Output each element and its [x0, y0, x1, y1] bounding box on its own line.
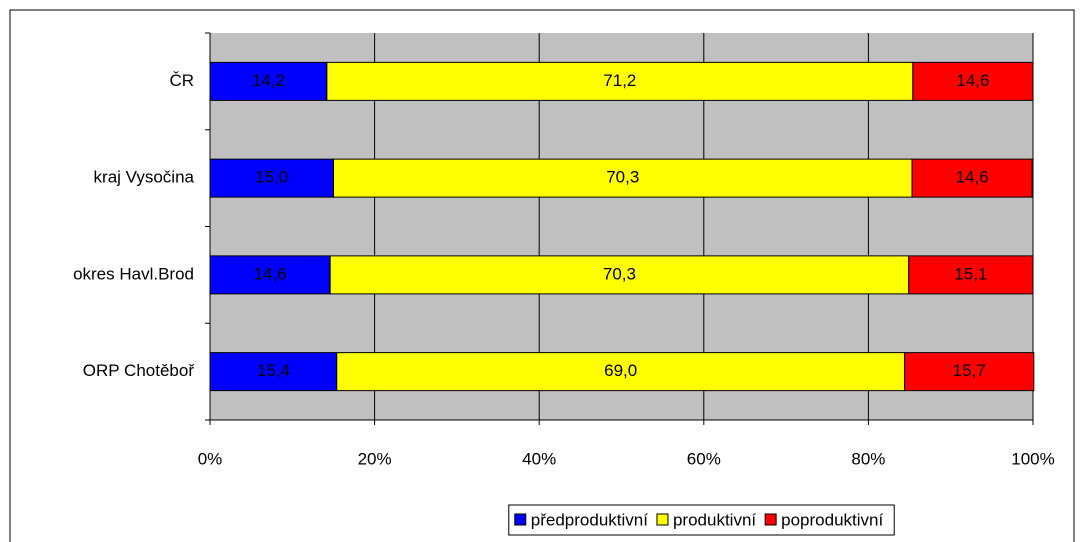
- y-tick-label: kraj Vysočina: [94, 168, 195, 187]
- x-tick-label: 60%: [687, 449, 721, 468]
- bar-segment: [329, 255, 910, 295]
- y-tick-label: okres Havl.Brod: [73, 264, 194, 283]
- bar-segment: [332, 158, 913, 198]
- x-tick-label: 100%: [1011, 449, 1054, 468]
- legend-label: předproduktivní: [531, 510, 648, 529]
- x-tick-label: 0%: [198, 449, 223, 468]
- x-tick-label: 20%: [358, 449, 392, 468]
- data-label: 15,4: [257, 361, 290, 380]
- data-label: 15,1: [954, 264, 987, 283]
- x-tick-label: 80%: [851, 449, 885, 468]
- data-label: 14,2: [252, 71, 285, 90]
- data-label: 70,3: [606, 168, 639, 187]
- data-label: 71,2: [603, 71, 636, 90]
- bar-segment: [911, 158, 1033, 198]
- data-label: 15,0: [255, 168, 288, 187]
- data-label: 14,6: [956, 168, 989, 187]
- data-label: 70,3: [603, 264, 636, 283]
- data-label: 15,7: [953, 361, 986, 380]
- bar-segment: [326, 61, 914, 101]
- bar-segment: [908, 255, 1034, 295]
- y-tick-label: ČR: [169, 71, 194, 90]
- bar-segment: [209, 61, 328, 101]
- bar-segment: [904, 352, 1035, 392]
- x-tick-label: 40%: [522, 449, 556, 468]
- y-tick-label: ORP Chotěboř: [83, 361, 195, 380]
- bar-segment: [336, 352, 906, 392]
- chart-border: [9, 9, 1075, 542]
- legend-swatch: [656, 513, 669, 526]
- legend-label: produktivní: [673, 510, 756, 529]
- legend-swatch: [764, 513, 777, 526]
- legend-label: poproduktivní: [781, 510, 883, 529]
- data-label: 14,6: [956, 71, 989, 90]
- bar-segment: [209, 158, 334, 198]
- legend-box: [508, 504, 895, 536]
- bar-segment: [912, 61, 1034, 101]
- bar-segment: [209, 255, 331, 295]
- legend-swatch: [514, 513, 527, 526]
- data-label: 14,6: [254, 264, 287, 283]
- bar-segment: [209, 352, 338, 392]
- data-label: 69,0: [604, 361, 637, 380]
